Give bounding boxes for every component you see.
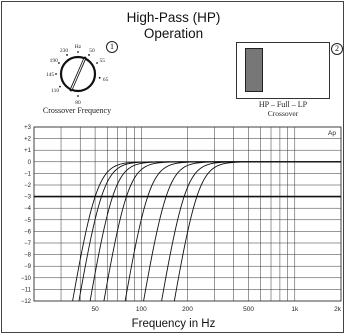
- dial-label: Hz: [75, 44, 82, 50]
- y-tick-label: −4: [24, 206, 32, 212]
- dial-label: 55: [99, 58, 105, 64]
- dial-dot: [77, 95, 79, 97]
- x-tick-label: 1k: [291, 306, 299, 313]
- switch-number-badge: 2: [331, 43, 343, 55]
- dial-dot: [55, 73, 57, 75]
- x-tick-label: 200: [182, 306, 193, 313]
- dial-dot: [88, 54, 90, 56]
- y-tick-label: −7: [24, 241, 32, 247]
- dial-dot: [66, 54, 68, 56]
- x-tick-label: 500: [243, 306, 254, 313]
- knob-number-badge: 1: [106, 41, 118, 53]
- y-tick-label: −9: [24, 264, 32, 270]
- dial-label: 50: [89, 48, 95, 54]
- dial-dot: [96, 62, 98, 64]
- y-tick-label: −8: [24, 253, 32, 259]
- y-tick-label: −5: [24, 218, 32, 224]
- y-tick-label: +3: [24, 125, 32, 131]
- crossover-switch-lever: [245, 48, 263, 92]
- x-tick-label: 2k: [334, 306, 342, 313]
- dial-label: 230: [60, 48, 69, 54]
- y-tick-label: −2: [24, 183, 32, 189]
- y-tick-label: −6: [24, 229, 32, 235]
- y-tick-label: +1: [24, 148, 32, 154]
- dial-dot: [58, 62, 60, 64]
- y-tick-label: −3: [24, 195, 32, 201]
- vertical-gridlines: [34, 127, 341, 301]
- dial-dot: [77, 51, 79, 53]
- dial-dot: [59, 86, 61, 88]
- y-tick-label: −12: [21, 299, 32, 305]
- y-tick-label: −1: [24, 171, 32, 177]
- y-tick-label: +2: [24, 137, 32, 143]
- switch-label: HP – Full – LP: [226, 100, 340, 109]
- x-tick-label: 100: [136, 306, 147, 313]
- dial-label: 145: [46, 72, 55, 78]
- dial-label: 65: [103, 77, 109, 83]
- y-axis-tick-labels: +3 +2 +1 0 −1 −2 −3 −4 −5 −6 −7 −8 −9 −10 −11 −12: [21, 125, 32, 305]
- x-tick-label: 50: [91, 306, 99, 313]
- knob-label: Crossover Frequency: [27, 106, 127, 115]
- y-tick-label: −10: [21, 276, 32, 282]
- y-tick-label: −11: [21, 287, 31, 293]
- frequency-response-chart: +3 +2 +1 0 −1 −2 −3 −4 −5 −6 −7 −8 −9 −10 −11 −12 50 100…: [21, 125, 342, 324]
- y-tick-label: 0: [28, 160, 32, 166]
- x-axis-title: Frequency in Hz: [0, 318, 347, 330]
- dial-dot: [99, 77, 101, 79]
- x-axis-tick-labels: 50 100 200 500 1k 2k: [91, 306, 341, 313]
- dial-label: 190: [50, 58, 59, 64]
- dial-label: 110: [51, 88, 59, 94]
- switch-sublabel: Crossover: [226, 109, 340, 118]
- chart-corner-label: Ap: [328, 130, 336, 137]
